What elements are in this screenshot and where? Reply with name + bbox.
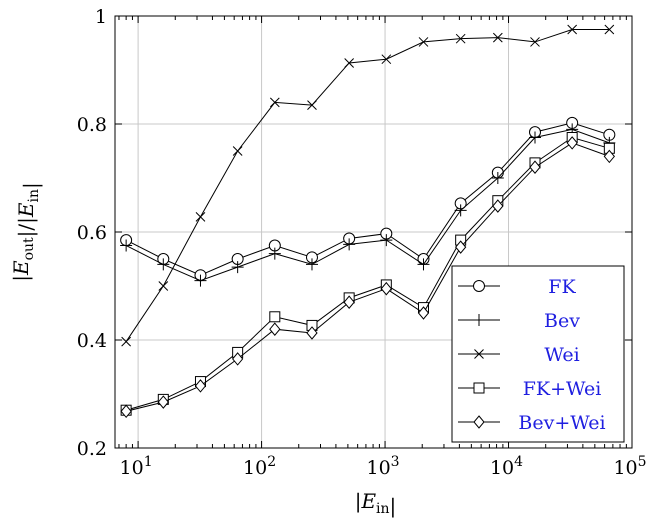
series-layer (120, 24, 616, 419)
data-point (380, 234, 393, 247)
series-line (126, 142, 610, 412)
x-tick-base: 10 (243, 457, 267, 479)
data-point (157, 258, 170, 271)
data-point (491, 172, 504, 184)
data-point (455, 240, 467, 254)
x-tick-label: 102 (243, 454, 276, 479)
data-point (604, 24, 615, 35)
series-bev (120, 123, 616, 287)
data-point (492, 199, 504, 213)
data-point (195, 212, 206, 222)
data-point (121, 336, 131, 347)
legend-marker (474, 349, 484, 359)
series-line (125, 29, 610, 342)
data-point (194, 274, 207, 287)
x-tick-base: 10 (613, 457, 637, 479)
series-wei (121, 24, 615, 347)
data-point (529, 160, 541, 174)
legend-item: Bev+Wei (458, 412, 606, 434)
data-point (157, 395, 169, 409)
data-point (305, 258, 318, 271)
data-point (231, 352, 244, 366)
axis-labels: 101 102 103 104 1050.20.40.60.81|Ein||Eout|/… (9, 6, 647, 519)
legend-label: Wei (544, 344, 579, 366)
data-point (269, 311, 281, 323)
x-tick-label: 103 (366, 454, 399, 479)
legend-marker (473, 280, 485, 292)
data-point (417, 306, 430, 320)
x-tick-label: 101 (120, 454, 153, 479)
legend: FK Bev Wei FK+Wei Bev+Wei (451, 265, 625, 443)
legend-marker (473, 415, 485, 429)
data-point (306, 326, 318, 340)
legend-item: FK (458, 276, 576, 298)
legend-item: FK+Wei (458, 378, 601, 400)
y-tick-label: 0.6 (77, 222, 107, 244)
y-tick-label: 0.8 (77, 114, 107, 136)
legend-label: Bev+Wei (518, 412, 605, 434)
x-tick-exponent: 1 (144, 454, 153, 470)
data-point (343, 295, 355, 309)
x-tick-label: 104 (490, 454, 523, 479)
data-point (418, 37, 429, 47)
data-point (343, 238, 356, 251)
x-tick-exponent: 2 (267, 454, 276, 470)
data-point (307, 100, 317, 110)
data-point (232, 146, 243, 156)
data-point (269, 322, 281, 336)
axis-ticks (115, 15, 633, 449)
data-point (567, 24, 578, 35)
data-point (454, 204, 467, 217)
data-point (231, 261, 244, 274)
y-axis-label: |Eout|/|Ein| (9, 182, 44, 282)
series-bev-wei (120, 136, 615, 419)
x-tick-exponent: 5 (638, 454, 647, 470)
data-point (344, 58, 355, 68)
data-point (492, 32, 503, 43)
data-point (120, 404, 132, 419)
data-point (381, 54, 392, 65)
data-point (380, 281, 392, 296)
data-point (120, 239, 133, 252)
legend-label: FK+Wei (523, 378, 602, 400)
series-fk (120, 116, 616, 282)
x-tick-base: 10 (366, 457, 390, 479)
x-tick-base: 10 (120, 457, 144, 479)
data-point (269, 97, 280, 108)
series-line (125, 122, 610, 276)
x-tick-label: 105 (613, 454, 646, 479)
legend-marker (473, 314, 485, 326)
legend-item: Bev (458, 310, 580, 332)
data-point (530, 37, 540, 47)
legend-marker (473, 382, 485, 394)
y-tick-label: 1 (95, 6, 107, 28)
data-point (158, 281, 169, 291)
data-point (566, 136, 578, 150)
y-tick-label: 0.2 (77, 438, 107, 460)
legend-item: Wei (458, 344, 580, 366)
y-tick-label: 0.4 (77, 330, 107, 352)
data-point (603, 149, 615, 164)
legend-label: FK (548, 276, 576, 298)
data-point (417, 258, 430, 271)
x-axis-label: |Ein| (355, 489, 397, 519)
series-line (125, 128, 610, 282)
x-tick-exponent: 3 (391, 454, 400, 470)
series-line (125, 136, 610, 411)
data-point (529, 131, 542, 144)
x-tick-base: 10 (490, 457, 514, 479)
x-tick-exponent: 4 (514, 454, 523, 470)
data-point (455, 33, 466, 44)
legend-label: Bev (544, 310, 580, 332)
data-point (268, 247, 281, 260)
data-point (194, 379, 207, 393)
